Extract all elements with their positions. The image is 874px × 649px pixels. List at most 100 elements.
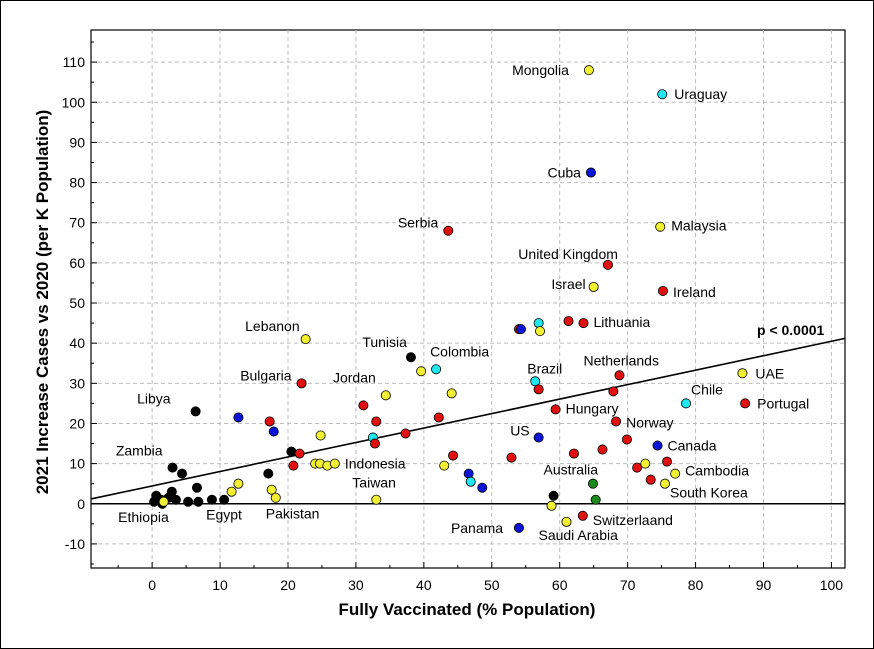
data-point — [583, 65, 594, 76]
data-point — [446, 388, 457, 399]
data-point — [405, 352, 416, 363]
data-point — [632, 462, 643, 473]
data-point — [548, 490, 559, 501]
y-tick-label: 60 — [69, 255, 85, 271]
data-point — [590, 494, 601, 505]
data-point — [681, 398, 692, 409]
point-label: Portugal — [757, 395, 809, 411]
x-tick-label: 40 — [416, 577, 432, 593]
point-label: Bulgaria — [240, 367, 292, 383]
data-point — [233, 412, 244, 423]
data-point — [546, 500, 557, 511]
point-label: Norway — [626, 414, 673, 430]
x-tick-label: 30 — [348, 577, 364, 593]
data-point — [621, 434, 632, 445]
point-label: Chile — [691, 381, 723, 397]
data-point — [657, 89, 668, 100]
point-label: Panama — [451, 520, 503, 536]
data-point — [300, 334, 311, 345]
data-point — [448, 450, 459, 461]
data-point — [645, 474, 656, 485]
data-point — [264, 416, 275, 427]
p-value-annotation: p < 0.0001 — [757, 322, 825, 338]
point-label: Australia — [544, 462, 599, 478]
data-point — [371, 494, 382, 505]
reference-lines — [90, 337, 846, 505]
data-point — [270, 492, 281, 503]
point-label: US — [510, 423, 529, 439]
point-label: Canada — [668, 438, 717, 454]
point-label: Colombia — [430, 343, 489, 359]
data-point — [585, 167, 596, 178]
y-tick-label: 0 — [77, 496, 85, 512]
data-point — [439, 460, 450, 471]
point-label: Hungary — [566, 400, 619, 416]
point-label: United Kingdom — [518, 246, 618, 262]
y-tick-label: 30 — [69, 375, 85, 391]
y-tick-label: 40 — [69, 335, 85, 351]
point-label: Saudi Arabia — [538, 527, 618, 543]
data-point — [568, 448, 579, 459]
data-point — [177, 468, 188, 479]
point-label: Tunisia — [362, 334, 407, 350]
y-tick-label: 100 — [62, 94, 86, 110]
data-point — [662, 456, 673, 467]
point-label: Uraguay — [674, 86, 727, 102]
point-label: Ireland — [673, 284, 716, 300]
data-points — [149, 65, 751, 533]
point-label: Cuba — [547, 165, 581, 181]
point-label: Libya — [137, 390, 171, 406]
data-point — [587, 478, 598, 489]
data-point — [533, 432, 544, 443]
y-tick-label: 70 — [69, 215, 85, 231]
y-axis-title: 2021 Increase Cases vs 2020 (per K Popul… — [33, 110, 52, 495]
data-point — [614, 370, 625, 381]
data-point — [369, 438, 380, 449]
data-point — [577, 510, 588, 521]
data-point — [219, 494, 230, 505]
data-point — [233, 478, 244, 489]
data-point — [431, 364, 442, 375]
gridlines — [91, 30, 845, 568]
x-tick-label: 10 — [212, 577, 228, 593]
data-point — [740, 398, 751, 409]
y-tick-label: 90 — [69, 134, 85, 150]
point-label: Pakistan — [266, 506, 320, 522]
point-label: Ethiopia — [118, 509, 169, 525]
data-point — [193, 496, 204, 507]
y-tick-label: 110 — [63, 54, 86, 70]
point-label: Israel — [551, 276, 585, 292]
data-point — [535, 326, 546, 337]
point-label: Lithuania — [593, 314, 650, 330]
data-point — [358, 400, 369, 411]
data-point — [659, 478, 670, 489]
data-point — [465, 476, 476, 487]
data-point — [294, 448, 305, 459]
point-label: Malaysia — [671, 218, 726, 234]
data-point — [597, 444, 608, 455]
data-point — [588, 281, 599, 292]
data-point — [602, 259, 613, 270]
data-point — [515, 324, 526, 335]
data-point — [190, 406, 201, 417]
x-tick-label: 20 — [280, 577, 296, 593]
point-label: Cambodia — [685, 463, 749, 479]
data-point — [655, 221, 666, 232]
y-tick-label: 80 — [69, 175, 85, 191]
data-point — [652, 440, 663, 451]
data-point — [158, 496, 169, 507]
point-labels: Mongolia Uraguay Cuba Serbia Malaysia United … — [116, 62, 809, 543]
point-label: Brazil — [527, 360, 562, 376]
data-point — [206, 494, 217, 505]
data-point — [506, 452, 517, 463]
x-tick-label: 50 — [484, 577, 500, 593]
data-point — [416, 366, 427, 377]
y-tick-label: 20 — [69, 415, 85, 431]
data-point — [433, 412, 444, 423]
data-point — [640, 458, 651, 469]
data-point — [183, 496, 194, 507]
data-point — [296, 378, 307, 389]
data-point — [191, 482, 202, 493]
data-point — [563, 316, 574, 327]
